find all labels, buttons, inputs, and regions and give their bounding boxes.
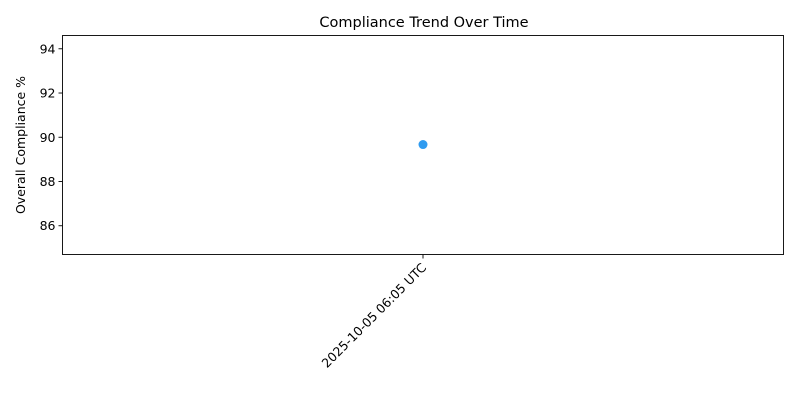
y-tick-label: 94 (40, 41, 56, 56)
y-axis-label: Overall Compliance % (13, 76, 28, 214)
y-tick-label: 90 (40, 130, 56, 145)
y-tick-label: 88 (40, 174, 56, 189)
y-tick-label: 86 (40, 218, 56, 233)
y-tick-label: 92 (40, 86, 56, 101)
data-points (418, 140, 428, 150)
chart-title: Compliance Trend Over Time (319, 15, 528, 31)
data-point (418, 140, 428, 150)
plot-area-frame (62, 35, 784, 255)
y-axis-ticks: 86 88 90 92 94 (40, 41, 63, 233)
